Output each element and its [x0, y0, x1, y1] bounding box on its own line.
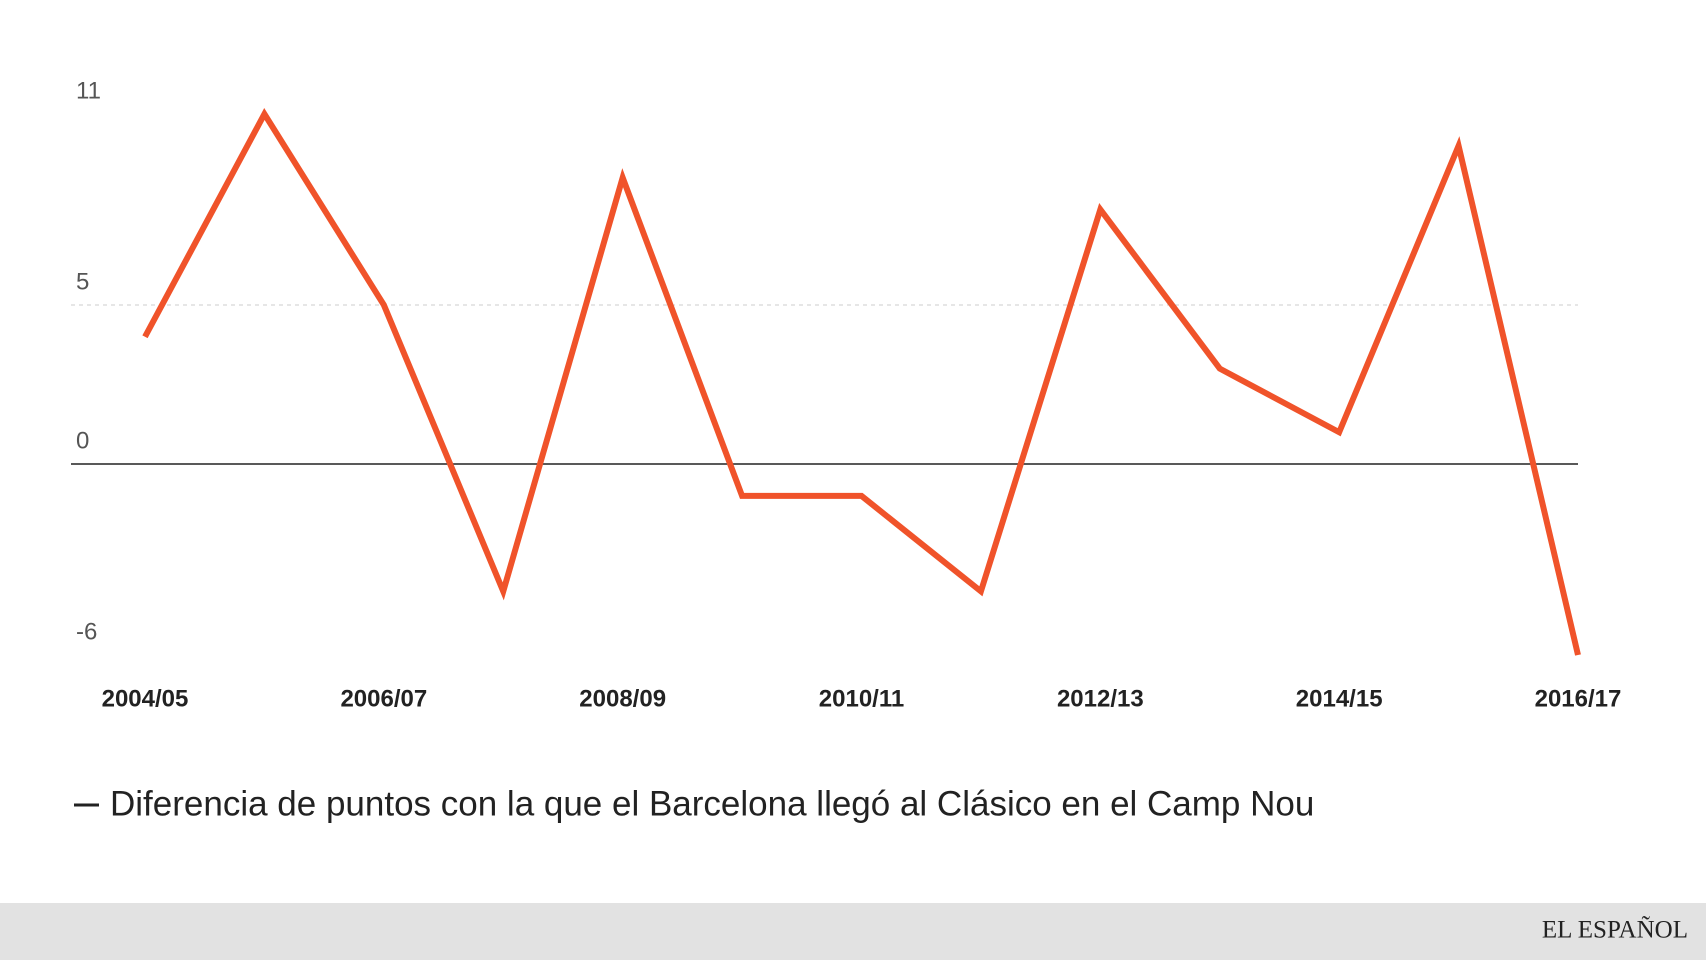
- x-tick-label: 2008/09: [579, 685, 666, 712]
- x-tick-label: 2004/05: [102, 685, 189, 712]
- x-tick-label: 2016/17: [1535, 685, 1622, 712]
- footer-bar: [0, 903, 1706, 960]
- line: [142, 108, 1581, 656]
- x-tick-label: 2014/15: [1296, 685, 1383, 712]
- y-tick-label: 0: [76, 427, 89, 454]
- y-tick-label: 11: [76, 77, 101, 104]
- y-tick-label: -6: [76, 618, 97, 645]
- x-tick-label: 2010/11: [819, 685, 904, 712]
- x-tick-label: 2012/13: [1057, 685, 1144, 712]
- x-tick-label: 2006/07: [340, 685, 427, 712]
- legend-label: Diferencia de puntos con la que el Barce…: [110, 784, 1314, 823]
- footer-brand: EL ESPAÑOL: [1542, 916, 1688, 944]
- y-tick-label: 5: [76, 268, 89, 295]
